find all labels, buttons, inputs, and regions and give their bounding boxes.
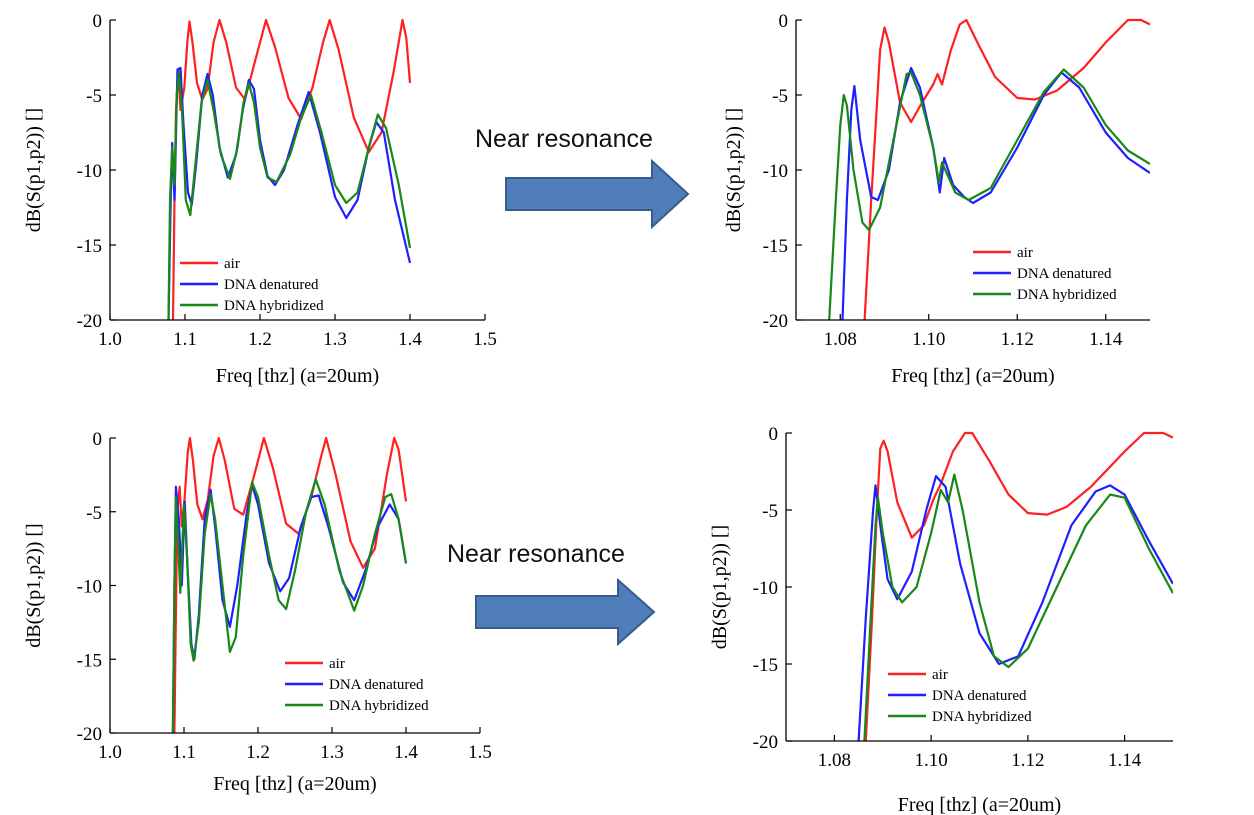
- legend-label: air: [224, 256, 240, 272]
- y-tick-label: -15: [77, 650, 102, 671]
- y-tick-label: -20: [77, 311, 102, 332]
- legend-label: DNA denatured: [932, 688, 1027, 704]
- series-line-2: [167, 71, 412, 320]
- chart-top-left: 0 -5 -10 -15 -20 1.0 1.1 1.2 1.3 1.4 1.5 Freq [thz]…: [0, 0, 500, 395]
- x-tick-label: 1.3: [323, 329, 347, 350]
- x-tick-label: 1.4: [394, 742, 418, 763]
- y-tick-label: 0: [93, 11, 103, 32]
- x-tick-label: 1.5: [468, 742, 492, 763]
- arrow-top: [500, 158, 695, 235]
- series-line-2: [828, 68, 1150, 320]
- y-axis-label: dB(S(p1,p2)) []: [23, 523, 45, 647]
- x-tick-label: 1.08: [818, 750, 851, 771]
- x-tick-label: 1.08: [824, 329, 857, 350]
- legend-label: DNA hybridized: [224, 298, 324, 314]
- y-tick-label: -15: [77, 236, 102, 257]
- y-tick-label: -10: [763, 161, 788, 182]
- x-tick-label: 1.4: [398, 329, 422, 350]
- y-tick-label: -10: [77, 161, 102, 182]
- series-line-1: [171, 484, 408, 733]
- chart-top-right: 0 -5 -10 -15 -20 1.08 1.10 1.12 1.14 Freq [thz] (…: [698, 0, 1254, 395]
- y-axis-label: dB(S(p1,p2)) []: [709, 525, 731, 649]
- legend-label: DNA denatured: [329, 677, 424, 693]
- chart-bottom-left: 0 -5 -10 -15 -20 1.0 1.1 1.2 1.3 1.4 1.5 Freq [thz]…: [0, 418, 500, 813]
- x-tick-label: 1.10: [912, 329, 945, 350]
- x-tick-label: 1.14: [1089, 329, 1123, 350]
- chart-top-right-svg: 0 -5 -10 -15 -20 1.08 1.10 1.12 1.14 Freq [thz] (…: [723, 11, 1150, 387]
- x-tick-label: 1.1: [172, 742, 196, 763]
- y-tick-label: -5: [86, 503, 102, 524]
- arrow-label-top: Near resonance: [475, 125, 653, 153]
- x-tick-label: 1.2: [248, 329, 272, 350]
- y-tick-label: 0: [93, 429, 103, 450]
- chart-bottom-right: 0 -5 -10 -15 -20 1.08 1.10 1.12 1.14 Freq [thz] (…: [698, 418, 1254, 815]
- legend-label: air: [932, 667, 948, 683]
- x-axis-label: Freq [thz] (a=20um): [216, 365, 379, 387]
- y-tick-label: -5: [772, 86, 788, 107]
- y-tick-label: -15: [753, 655, 778, 676]
- x-tick-label: 1.2: [246, 742, 270, 763]
- x-axis-label: Freq [thz] (a=20um): [213, 773, 376, 795]
- series-line-0: [173, 436, 408, 733]
- arrow-top-shape: [505, 158, 690, 230]
- x-tick-label: 1.5: [473, 329, 497, 350]
- x-tick-label: 1.3: [320, 742, 344, 763]
- legend-label: DNA hybridized: [932, 709, 1032, 725]
- y-axis-label: dB(S(p1,p2)) []: [23, 108, 45, 232]
- y-tick-label: -10: [753, 578, 778, 599]
- x-tick-label: 1.0: [98, 329, 122, 350]
- y-tick-label: 0: [769, 424, 779, 445]
- y-tick-label: 0: [779, 11, 789, 32]
- y-tick-label: -20: [77, 724, 102, 745]
- legend-label: DNA denatured: [1017, 266, 1112, 282]
- arrow-label-bottom: Near resonance: [447, 540, 625, 568]
- arrow-bottom-polygon: [475, 577, 656, 647]
- legend-label: DNA hybridized: [329, 698, 429, 714]
- chart-top-left-svg: 0 -5 -10 -15 -201.0 1.1 1.2 1.3 1.4 1.5 Freq [thz]…: [23, 11, 497, 387]
- legend-label: air: [329, 656, 345, 672]
- x-tick-label: 1.10: [915, 750, 948, 771]
- legend-label: air: [1017, 245, 1033, 261]
- y-tick-label: -15: [763, 236, 788, 257]
- x-axis-label: Freq [thz] (a=20um): [898, 794, 1061, 815]
- x-tick-label: 1.1: [173, 329, 197, 350]
- y-tick-label: -5: [86, 86, 102, 107]
- series-line-2: [171, 478, 408, 733]
- arrow-bottom: [472, 577, 662, 651]
- x-tick-label: 1.12: [1011, 750, 1044, 771]
- legend-label: DNA hybridized: [1017, 287, 1117, 303]
- y-tick-label: -5: [762, 501, 778, 522]
- series-line-0: [864, 431, 1173, 741]
- series-line-1: [841, 66, 1150, 320]
- x-tick-label: 1.12: [1001, 329, 1034, 350]
- y-axis-label: dB(S(p1,p2)) []: [723, 108, 745, 232]
- series-line-0: [171, 18, 412, 320]
- y-tick-label: -10: [77, 577, 102, 598]
- x-axis-label: Freq [thz] (a=20um): [891, 365, 1054, 387]
- chart-bottom-left-svg: 0 -5 -10 -15 -201.0 1.1 1.2 1.3 1.4 1.5 Freq [thz]…: [23, 429, 492, 795]
- arrow-bottom-shape: [475, 577, 656, 647]
- legend-label: DNA denatured: [224, 277, 319, 293]
- chart-bottom-right-svg: 0 -5 -10 -15 -20 1.08 1.10 1.12 1.14 Freq [thz] (…: [709, 424, 1173, 815]
- y-tick-label: -20: [763, 311, 788, 332]
- y-tick-label: -20: [753, 732, 778, 753]
- arrow-top-polygon: [505, 158, 690, 230]
- series-line-0: [863, 18, 1150, 320]
- x-tick-label: 1.14: [1108, 750, 1142, 771]
- x-tick-label: 1.0: [98, 742, 122, 763]
- series-line-2: [863, 473, 1173, 741]
